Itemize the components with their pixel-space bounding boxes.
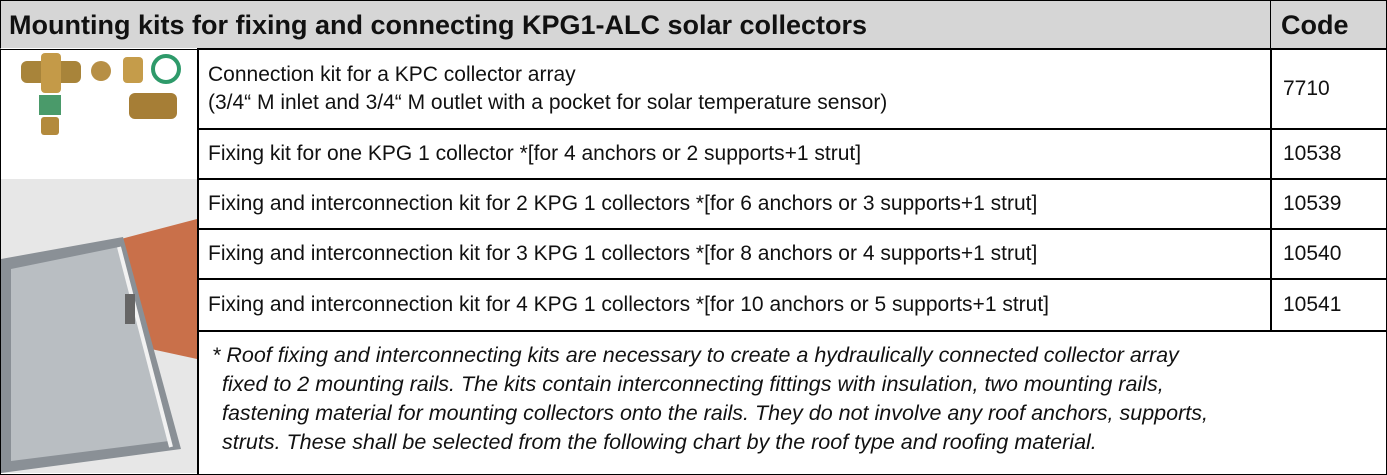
code-text: 10541 (1283, 293, 1386, 317)
code-cell: 10538 (1270, 128, 1387, 180)
image-cell (0, 48, 199, 475)
code-text: 10540 (1283, 242, 1386, 266)
page: Mounting kits for fixing and connecting … (0, 0, 1387, 475)
description-text: Connection kit for a KPC collector array (208, 61, 1271, 89)
code-text: 7710 (1283, 77, 1386, 101)
footnote-cell: * Roof fixing and interconnecting kits a… (197, 330, 1387, 475)
code-cell: 7710 (1270, 48, 1387, 130)
description-cell: Fixing and interconnection kit for 2 KPG… (197, 178, 1272, 230)
fittings (21, 53, 179, 135)
product-image (1, 49, 197, 473)
description-cell: Fixing kit for one KPG 1 collector *[for… (197, 128, 1272, 180)
description-cell: Connection kit for a KPC collector array… (197, 48, 1272, 130)
code-cell: 10539 (1270, 178, 1387, 230)
footnote-text: * Roof fixing and interconnecting kits a… (212, 341, 1386, 370)
description-text: Fixing and interconnection kit for 2 KPG… (208, 190, 1271, 218)
footnote-text: fixed to 2 mounting rails. The kits cont… (212, 370, 1386, 399)
description-cell: Fixing and interconnection kit for 4 KPG… (197, 278, 1272, 332)
description-text: Fixing and interconnection kit for 3 KPG… (208, 240, 1271, 268)
description-text: (3/4“ M inlet and 3/4“ M outlet with a p… (208, 89, 1271, 117)
code-text: 10538 (1283, 142, 1386, 166)
header-title-text: Mounting kits for fixing and connecting … (9, 10, 1271, 41)
header-code: Code (1270, 0, 1387, 50)
description-cell: Fixing and interconnection kit for 3 KPG… (197, 228, 1272, 280)
description-text: Fixing kit for one KPG 1 collector *[for… (208, 140, 1271, 168)
code-text: 10539 (1283, 192, 1386, 216)
code-cell: 10540 (1270, 228, 1387, 280)
footnote-text: struts. These shall be selected from the… (212, 428, 1386, 457)
footnote-text: fastening material for mounting collecto… (212, 399, 1386, 428)
collector-photo (1, 179, 197, 473)
header-title: Mounting kits for fixing and connecting … (0, 0, 1272, 50)
header-code-text: Code (1281, 10, 1386, 41)
description-text: Fixing and interconnection kit for 4 KPG… (208, 291, 1271, 319)
code-cell: 10541 (1270, 278, 1387, 332)
